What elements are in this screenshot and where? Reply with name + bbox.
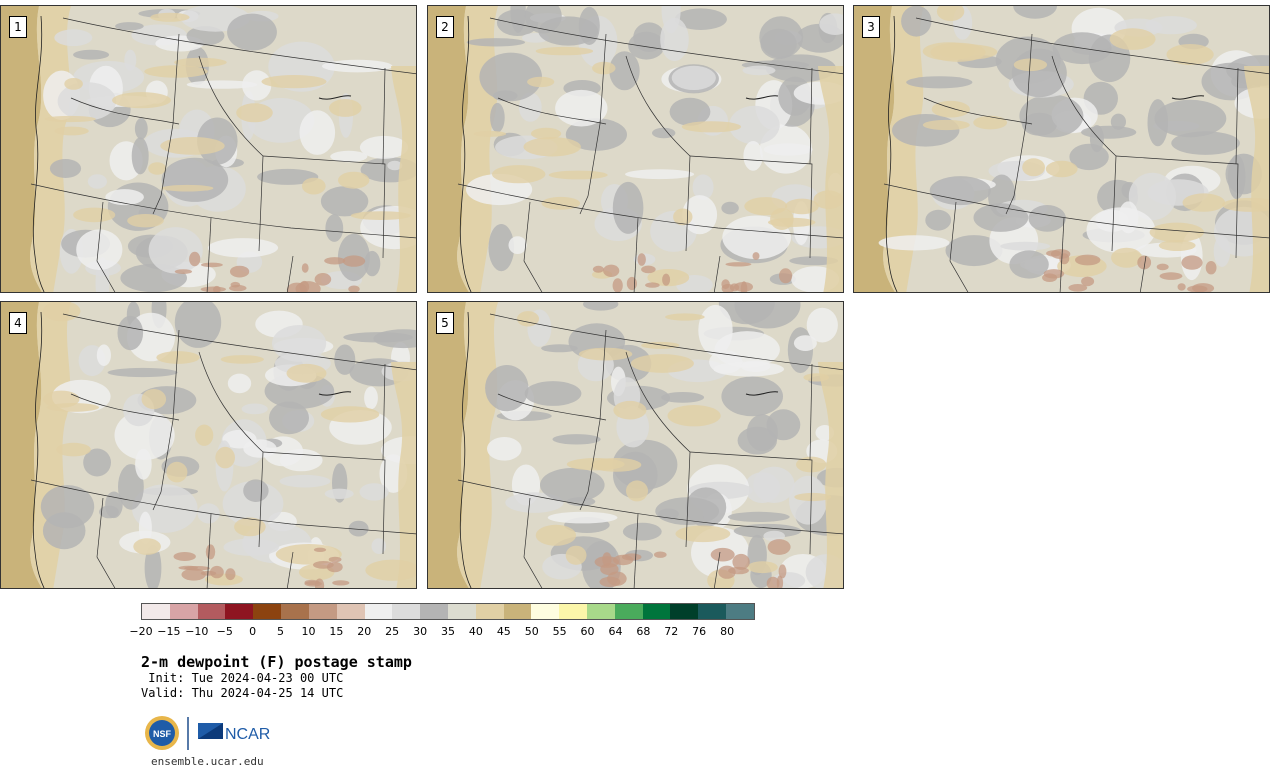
colorbar-tick-label: 50	[524, 625, 539, 638]
nsf-logo-text: NSF	[153, 729, 172, 739]
colorbar-tick-label: 68	[636, 625, 651, 638]
colorbar-swatch	[142, 604, 170, 619]
colorbar-swatch	[503, 604, 532, 619]
colorbar-swatch	[364, 604, 393, 619]
colorbar-tick-label: −5	[216, 625, 233, 638]
panel-number-label: 2	[436, 16, 454, 38]
colorbar-swatch	[475, 604, 504, 619]
colorbar-swatch	[197, 604, 226, 619]
colorbar-tick-label: −10	[185, 625, 209, 638]
dewpoint-map	[1, 6, 416, 292]
panel-3: 3	[853, 5, 1270, 293]
colorbar-tick-label: 55	[552, 625, 567, 638]
colorbar-tick-label: 76	[692, 625, 707, 638]
colorbar-tick-label: 0	[249, 625, 257, 638]
colorbar-tick-label: 5	[277, 625, 285, 638]
nsf-logo: NSF	[145, 716, 179, 750]
colorbar-tick-label: 64	[608, 625, 623, 638]
panel-1: 1	[0, 5, 417, 293]
colorbar-swatch	[225, 604, 254, 619]
colorbar-swatch	[531, 604, 560, 619]
colorbar-tick-label: 45	[496, 625, 511, 638]
colorbar-swatch	[447, 604, 476, 619]
ncar-logo: NCAR	[198, 723, 270, 743]
colorbar-tick-label: 25	[385, 625, 400, 638]
colorbar-tick-label: 35	[441, 625, 455, 638]
dewpoint-map	[428, 302, 843, 588]
colorbar-tick-label: 60	[580, 625, 595, 638]
panel-number-label: 3	[862, 16, 880, 38]
colorbar-swatch	[169, 604, 198, 619]
colorbar-swatch	[559, 604, 587, 619]
dewpoint-map	[428, 6, 843, 292]
colorbar-tick-labels: −20 −15 −10 −5 0 5 10 15 20 25 30 35 40 45 50 55 60 64 68 7…	[129, 625, 755, 641]
colorbar-tick-label: 40	[468, 625, 483, 638]
colorbar-swatch	[336, 604, 365, 619]
colorbar-tick-label: 15	[329, 625, 344, 638]
panel-2: 2	[427, 5, 844, 293]
colorbar-swatch	[281, 604, 309, 619]
panel-number-label: 4	[9, 312, 27, 334]
colorbar-swatch	[698, 604, 727, 619]
panel-number-label: 5	[436, 312, 454, 334]
colorbar-tick-label: −20	[129, 625, 153, 638]
colorbar-tick-label: 30	[413, 625, 428, 638]
colorbar	[141, 603, 755, 620]
colorbar-tick-label: 20	[357, 625, 372, 638]
colorbar-tick-label: −15	[157, 625, 181, 638]
colorbar-tick-label: 72	[664, 625, 679, 638]
panel-4: 4	[0, 301, 417, 589]
valid-time: Valid: Thu 2024-04-25 14 UTC	[141, 686, 344, 700]
panel-number-label: 1	[9, 16, 27, 38]
init-time: Init: Tue 2024-04-23 00 UTC	[141, 671, 344, 685]
colorbar-swatch	[420, 604, 448, 619]
colorbar-swatch	[308, 604, 337, 619]
colorbar-swatch	[642, 604, 671, 619]
colorbar-swatch	[392, 604, 421, 619]
colorbar-swatch	[614, 604, 643, 619]
colorbar-swatch	[726, 604, 754, 619]
colorbar-tick-label: 10	[301, 625, 316, 638]
website-url: ensemble.ucar.edu	[151, 755, 264, 768]
dewpoint-map	[854, 6, 1269, 292]
panel-5: 5	[427, 301, 844, 589]
colorbar-swatch	[587, 604, 615, 619]
dewpoint-map	[1, 302, 416, 588]
ncar-logo-text: NCAR	[225, 726, 270, 743]
colorbar-swatch	[253, 604, 282, 619]
colorbar-tick-label: 80	[720, 625, 735, 638]
plot-title: 2-m dewpoint (F) postage stamp	[141, 653, 412, 671]
logos: NSF NCAR	[145, 716, 270, 750]
colorbar-swatch	[670, 604, 699, 619]
